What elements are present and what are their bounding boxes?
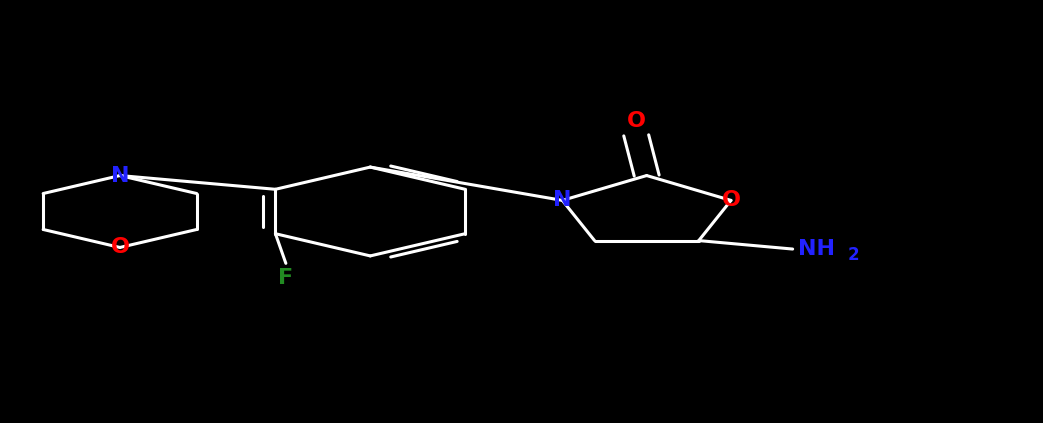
Text: 2: 2 [848, 246, 859, 264]
Text: N: N [111, 165, 129, 186]
Text: O: O [627, 111, 646, 131]
Text: F: F [278, 268, 293, 288]
Text: NH: NH [798, 239, 834, 259]
Text: O: O [722, 190, 741, 210]
Text: N: N [553, 190, 572, 210]
Text: O: O [111, 237, 129, 258]
